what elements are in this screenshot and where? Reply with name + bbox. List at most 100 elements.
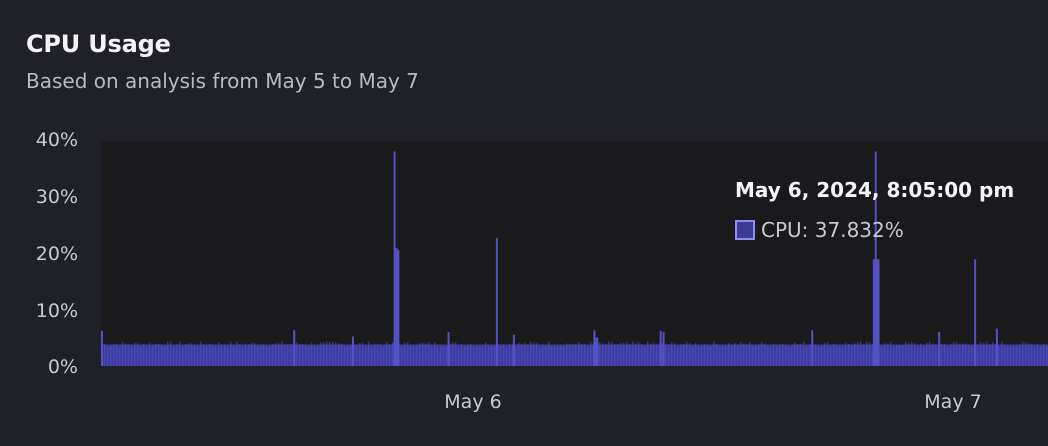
bar[interactable] (551, 346, 553, 366)
spike-bar-15[interactable] (872, 259, 875, 366)
bar[interactable] (716, 343, 718, 366)
bar[interactable] (242, 345, 244, 366)
bar[interactable] (566, 343, 568, 366)
bar[interactable] (137, 343, 139, 366)
bar[interactable] (443, 346, 445, 366)
bar[interactable] (317, 345, 319, 366)
bar[interactable] (797, 344, 799, 366)
bar[interactable] (404, 342, 406, 366)
bar[interactable] (431, 345, 433, 366)
bar[interactable] (584, 344, 586, 366)
bar[interactable] (788, 346, 790, 366)
bar[interactable] (962, 343, 964, 366)
bar[interactable] (329, 341, 331, 366)
bar[interactable] (488, 345, 490, 366)
spike-bar-8[interactable] (512, 334, 515, 366)
bar[interactable] (320, 342, 322, 366)
bar[interactable] (773, 344, 775, 366)
bar[interactable] (350, 344, 352, 366)
bar[interactable] (311, 342, 313, 366)
bar[interactable] (392, 342, 394, 366)
bar[interactable] (314, 345, 316, 366)
bar[interactable] (998, 346, 1000, 366)
bar[interactable] (422, 342, 424, 366)
bar[interactable] (737, 344, 739, 366)
bar[interactable] (419, 342, 421, 366)
bar[interactable] (746, 344, 748, 366)
bar[interactable] (776, 345, 778, 366)
spike-bar-14[interactable] (811, 330, 814, 366)
bar[interactable] (299, 344, 301, 366)
bar[interactable] (305, 345, 307, 366)
bar[interactable] (722, 344, 724, 366)
bar[interactable] (338, 343, 340, 366)
bar[interactable] (149, 343, 151, 366)
bar[interactable] (824, 342, 826, 366)
bar[interactable] (152, 345, 154, 366)
bar[interactable] (143, 343, 145, 366)
bar[interactable] (326, 341, 328, 366)
bar[interactable] (275, 343, 277, 366)
bar[interactable] (881, 345, 883, 366)
bar[interactable] (1043, 344, 1045, 366)
bar[interactable] (860, 341, 862, 366)
bar[interactable] (266, 346, 268, 366)
bar[interactable] (368, 341, 370, 366)
bar[interactable] (626, 341, 628, 366)
bar[interactable] (236, 341, 238, 366)
bar[interactable] (200, 341, 202, 366)
bar[interactable] (107, 345, 109, 366)
bar[interactable] (134, 342, 136, 366)
bar[interactable] (590, 341, 592, 366)
bar[interactable] (473, 346, 475, 366)
bar[interactable] (608, 341, 610, 366)
bar[interactable] (155, 343, 157, 366)
bar[interactable] (665, 343, 667, 366)
bar[interactable] (833, 343, 835, 366)
bar[interactable] (530, 341, 532, 366)
bar[interactable] (1034, 346, 1036, 366)
bar[interactable] (251, 342, 253, 366)
bar[interactable] (500, 346, 502, 366)
bar[interactable] (581, 343, 583, 366)
bar[interactable] (755, 344, 757, 366)
bar[interactable] (965, 343, 967, 366)
bar[interactable] (230, 341, 232, 366)
bar[interactable] (677, 346, 679, 366)
bar[interactable] (1031, 343, 1033, 366)
bar[interactable] (869, 342, 871, 366)
bar[interactable] (842, 345, 844, 366)
bar[interactable] (374, 344, 376, 366)
bar[interactable] (947, 345, 949, 366)
bar[interactable] (482, 344, 484, 366)
bar[interactable] (188, 343, 190, 366)
bar[interactable] (440, 346, 442, 366)
bar[interactable] (464, 346, 466, 366)
bar[interactable] (191, 343, 193, 366)
bar[interactable] (623, 342, 625, 366)
spike-bar-21[interactable] (995, 328, 998, 366)
bar[interactable] (173, 345, 175, 366)
bar[interactable] (518, 342, 520, 366)
bar[interactable] (749, 342, 751, 366)
bar[interactable] (707, 344, 709, 366)
bar[interactable] (629, 343, 631, 366)
bar[interactable] (254, 343, 256, 366)
spike-bar-20[interactable] (974, 259, 977, 366)
bar[interactable] (695, 343, 697, 366)
bar[interactable] (413, 346, 415, 366)
bar[interactable] (728, 343, 730, 366)
bar[interactable] (758, 344, 760, 366)
bar[interactable] (794, 342, 796, 366)
bar[interactable] (218, 342, 220, 366)
bar[interactable] (164, 346, 166, 366)
bar[interactable] (170, 341, 172, 366)
spike-bar-11[interactable] (593, 330, 596, 366)
bar[interactable] (479, 345, 481, 366)
bar[interactable] (536, 343, 538, 366)
bar[interactable] (719, 346, 721, 366)
bar[interactable] (644, 346, 646, 366)
bar[interactable] (527, 344, 529, 366)
bar[interactable] (686, 341, 688, 366)
bar[interactable] (377, 343, 379, 366)
